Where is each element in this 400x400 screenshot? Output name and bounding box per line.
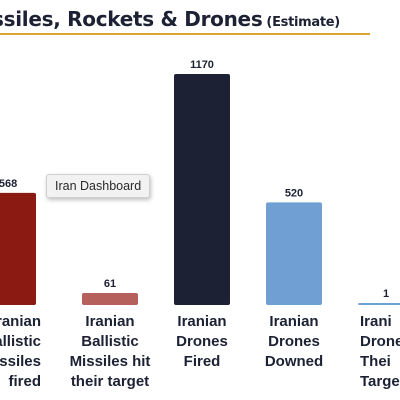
bar-value-label-0: 568 bbox=[0, 178, 17, 190]
category-label-4-line-0: Irani bbox=[360, 313, 392, 330]
bar-2 bbox=[174, 74, 230, 305]
category-label-0-line-2: issiles bbox=[0, 353, 41, 370]
tooltip: Iran Dashboard bbox=[46, 174, 151, 198]
title-underline bbox=[0, 33, 370, 35]
category-label-3-line-2: Downed bbox=[265, 353, 323, 370]
bar-4 bbox=[358, 303, 400, 305]
category-label-2-line-1: Drones bbox=[176, 333, 228, 350]
chart-title: ssiles, Rockets & Drones (Estimate) bbox=[0, 7, 340, 31]
title-text: ssiles, Rockets & Drones bbox=[0, 7, 263, 31]
bar-value-label-2: 1170 bbox=[190, 59, 214, 71]
bar-value-label-4: 1 bbox=[383, 288, 389, 300]
category-label-0-line-3: fired bbox=[8, 373, 41, 390]
category-label-1-line-2: Missiles hit bbox=[70, 353, 151, 370]
category-label-0-line-0: ranian bbox=[0, 313, 41, 330]
title-subtitle: (Estimate) bbox=[266, 15, 340, 30]
category-label-4-line-3: Targe bbox=[360, 373, 400, 390]
category-label-0-line-1: allistic bbox=[0, 333, 41, 350]
bar-value-label-3: 520 bbox=[285, 187, 303, 199]
category-label-1-line-1: Ballistic bbox=[81, 333, 139, 350]
bar-3 bbox=[266, 202, 322, 305]
category-label-1-line-3: their target bbox=[71, 373, 149, 390]
bar-1 bbox=[82, 292, 138, 305]
category-label-4-line-1: Drones bbox=[360, 333, 400, 350]
category-label-2-line-0: Iranian bbox=[177, 313, 226, 330]
category-label-2-line-2: Fired bbox=[184, 353, 221, 370]
category-label-4-line-2: Thei bbox=[360, 353, 391, 370]
category-label-3-line-0: Iranian bbox=[269, 313, 318, 330]
category-label-1-line-0: Iranian bbox=[85, 313, 134, 330]
bar-value-label-1: 61 bbox=[104, 278, 116, 290]
category-label-3-line-1: Drones bbox=[268, 333, 320, 350]
bar-0 bbox=[0, 192, 36, 305]
